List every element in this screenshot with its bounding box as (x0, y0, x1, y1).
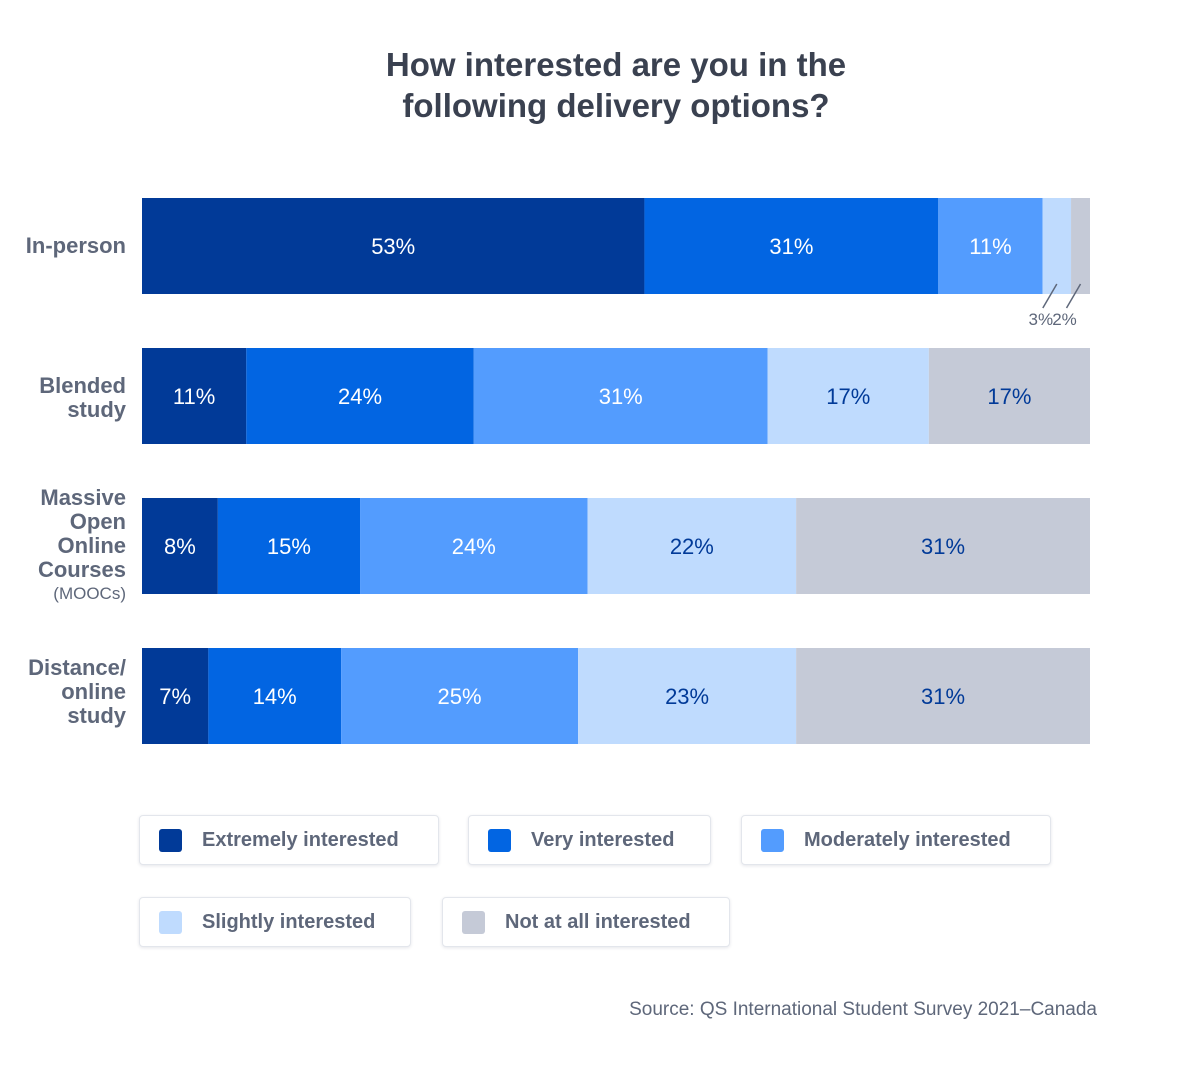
category-label-line: (MOOCs) (53, 584, 126, 603)
bar-segment (142, 348, 247, 444)
legend-swatch (488, 828, 511, 852)
category-label-in-person: In-person (0, 234, 126, 258)
bar-value-label: 31% (921, 534, 965, 559)
legend-label: Moderately interested (804, 828, 1011, 851)
bar-value-label: 22% (670, 534, 714, 559)
bar-value-label: 25% (438, 684, 482, 709)
bar-segment (208, 648, 342, 744)
bar-value-label: 17% (987, 384, 1031, 409)
category-label-line: Courses (37, 557, 126, 582)
legend-item-extremely-interested: Extremely interested (139, 815, 439, 865)
bar-value-label: 17% (826, 384, 870, 409)
category-label-line: study (67, 703, 126, 728)
legend-label: Extremely interested (202, 828, 399, 851)
bar-segment (142, 648, 209, 744)
bar-segment (360, 498, 588, 594)
category-label-line: online (61, 679, 126, 704)
legend-label: Slightly interested (202, 910, 376, 933)
legend-item-slightly-interested: Slightly interested (139, 897, 411, 947)
category-label-moocs: Massive Open Online Courses (MOOCs) (0, 486, 126, 606)
bar-segment (796, 648, 1090, 744)
legend-swatch (159, 828, 182, 852)
bar-value-label: 11% (969, 234, 1011, 259)
source-note: Source: QS International Student Survey … (629, 999, 1097, 1020)
category-label-line: Massive (40, 485, 126, 510)
bar-segment (767, 348, 929, 444)
bar-value-label: 53% (371, 234, 415, 259)
category-label-line: Blended (39, 373, 126, 398)
bar-segment (928, 348, 1090, 444)
legend-swatch (462, 910, 485, 934)
legend-label: Not at all interested (505, 910, 691, 933)
bar-value-label: 3% (1029, 310, 1054, 329)
legend-label: Very interested (531, 828, 675, 851)
bar-segment (587, 498, 797, 594)
bar-value-label: 7% (159, 684, 191, 709)
bar-value-label: 23% (665, 684, 709, 709)
bar-value-label: 14% (253, 684, 297, 709)
bar-value-label: 31% (769, 234, 813, 259)
legend-item-very-interested: Very interested (468, 815, 711, 865)
bar-value-label: 8% (164, 534, 196, 559)
category-label-line: In-person (25, 233, 126, 258)
bar-segment (578, 648, 797, 744)
category-label-line: Open (69, 509, 126, 534)
bar-segment (246, 348, 474, 444)
chart-title: How interested are you in the following … (0, 44, 1200, 126)
bar-value-label: 31% (599, 384, 643, 409)
legend-item-moderately-interested: Moderately interested (741, 815, 1051, 865)
chart-title-line-2: following delivery options? (402, 87, 830, 124)
category-label-line: Online (57, 533, 126, 558)
bar-segment (796, 498, 1090, 594)
bar-segment (473, 348, 768, 444)
bar-value-label: 31% (921, 684, 965, 709)
leader-line (1042, 283, 1058, 309)
bar-value-label: 24% (452, 534, 496, 559)
legend-swatch (761, 828, 784, 852)
bar-value-label: 11% (173, 384, 215, 409)
legend-item-not-at-all-interested: Not at all interested (442, 897, 730, 947)
stacked-bar-chart: 53% 31% 11% 3% 2% 11% 24% 31% 17% 17% 8% 15% 24% 22% 3… (142, 198, 1090, 744)
legend-swatch (159, 910, 182, 934)
bar-value-label: 2% (1052, 310, 1077, 329)
bar-segment (217, 498, 361, 594)
category-label-line: Distance/ (28, 655, 126, 680)
category-label-distance-online-study: Distance/ online study (0, 656, 126, 728)
bar-segment (644, 198, 939, 294)
bar-segment (142, 198, 645, 294)
bar-segment (1071, 198, 1090, 294)
bar-value-label: 15% (267, 534, 311, 559)
category-label-blended-study: Blended study (0, 374, 126, 422)
bar-segment (1042, 198, 1072, 294)
chart-title-line-1: How interested are you in the (385, 46, 847, 83)
bar-segment (938, 198, 1043, 294)
leader-line (1065, 283, 1082, 309)
bar-segment (142, 498, 218, 594)
bar-segment (341, 648, 579, 744)
category-label-line: study (67, 397, 126, 422)
bar-value-label: 24% (338, 384, 382, 409)
